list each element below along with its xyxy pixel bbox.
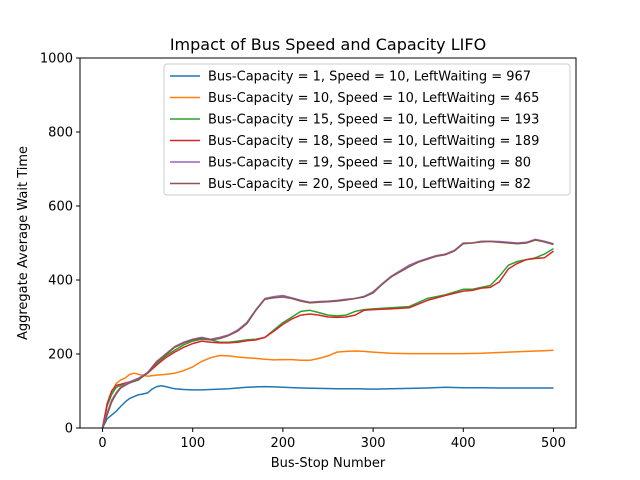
y-tick-label: 600: [48, 200, 73, 215]
x-tick-label: 400: [451, 436, 476, 451]
legend-label-3: Bus-Capacity = 15, Speed = 10, LeftWaiti…: [208, 113, 539, 128]
y-axis-ticks: 0 200 400 600 800 1000: [40, 52, 80, 437]
plot-lines: [101, 238, 554, 429]
legend-label-2: Bus-Capacity = 10, Speed = 10, LeftWaiti…: [208, 91, 539, 106]
x-tick-label: 100: [180, 436, 205, 451]
chart-title: Impact of Bus Speed and Capacity LIFO: [170, 35, 486, 54]
legend-label-5: Bus-Capacity = 19, Speed = 10, LeftWaiti…: [208, 156, 531, 171]
series-line-2: [101, 349, 554, 429]
legend-box: [163, 63, 571, 196]
legend-items: Bus-Capacity = 1, Speed = 10, LeftWaitin…: [170, 70, 539, 192]
legend: Bus-Capacity = 1, Speed = 10, LeftWaitin…: [163, 63, 571, 196]
y-tick-label: 800: [48, 126, 73, 141]
x-tick-label: 0: [98, 436, 106, 451]
series-line-6: [101, 239, 554, 429]
series-line-4: [101, 250, 554, 429]
y-tick-label: 400: [48, 274, 73, 289]
legend-label-1: Bus-Capacity = 1, Speed = 10, LeftWaitin…: [208, 70, 531, 85]
legend-label-4: Bus-Capacity = 18, Speed = 10, LeftWaiti…: [208, 134, 539, 149]
x-tick-label: 300: [361, 436, 386, 451]
x-axis-ticks: 0 100 200 300 400 500: [98, 428, 566, 451]
plot-frame: [79, 57, 577, 429]
x-tick-label: 200: [270, 436, 295, 451]
x-tick-label: 500: [541, 436, 566, 451]
y-tick-label: 1000: [40, 52, 73, 67]
y-tick-label: 200: [48, 348, 73, 363]
y-axis-label: Aggregate Average Wait Time: [16, 146, 31, 340]
y-tick-label: 0: [65, 422, 73, 437]
legend-label-6: Bus-Capacity = 20, Speed = 10, LeftWaiti…: [208, 177, 531, 192]
x-axis-label: Bus-Stop Number: [271, 456, 386, 471]
series-line-1: [101, 385, 554, 429]
